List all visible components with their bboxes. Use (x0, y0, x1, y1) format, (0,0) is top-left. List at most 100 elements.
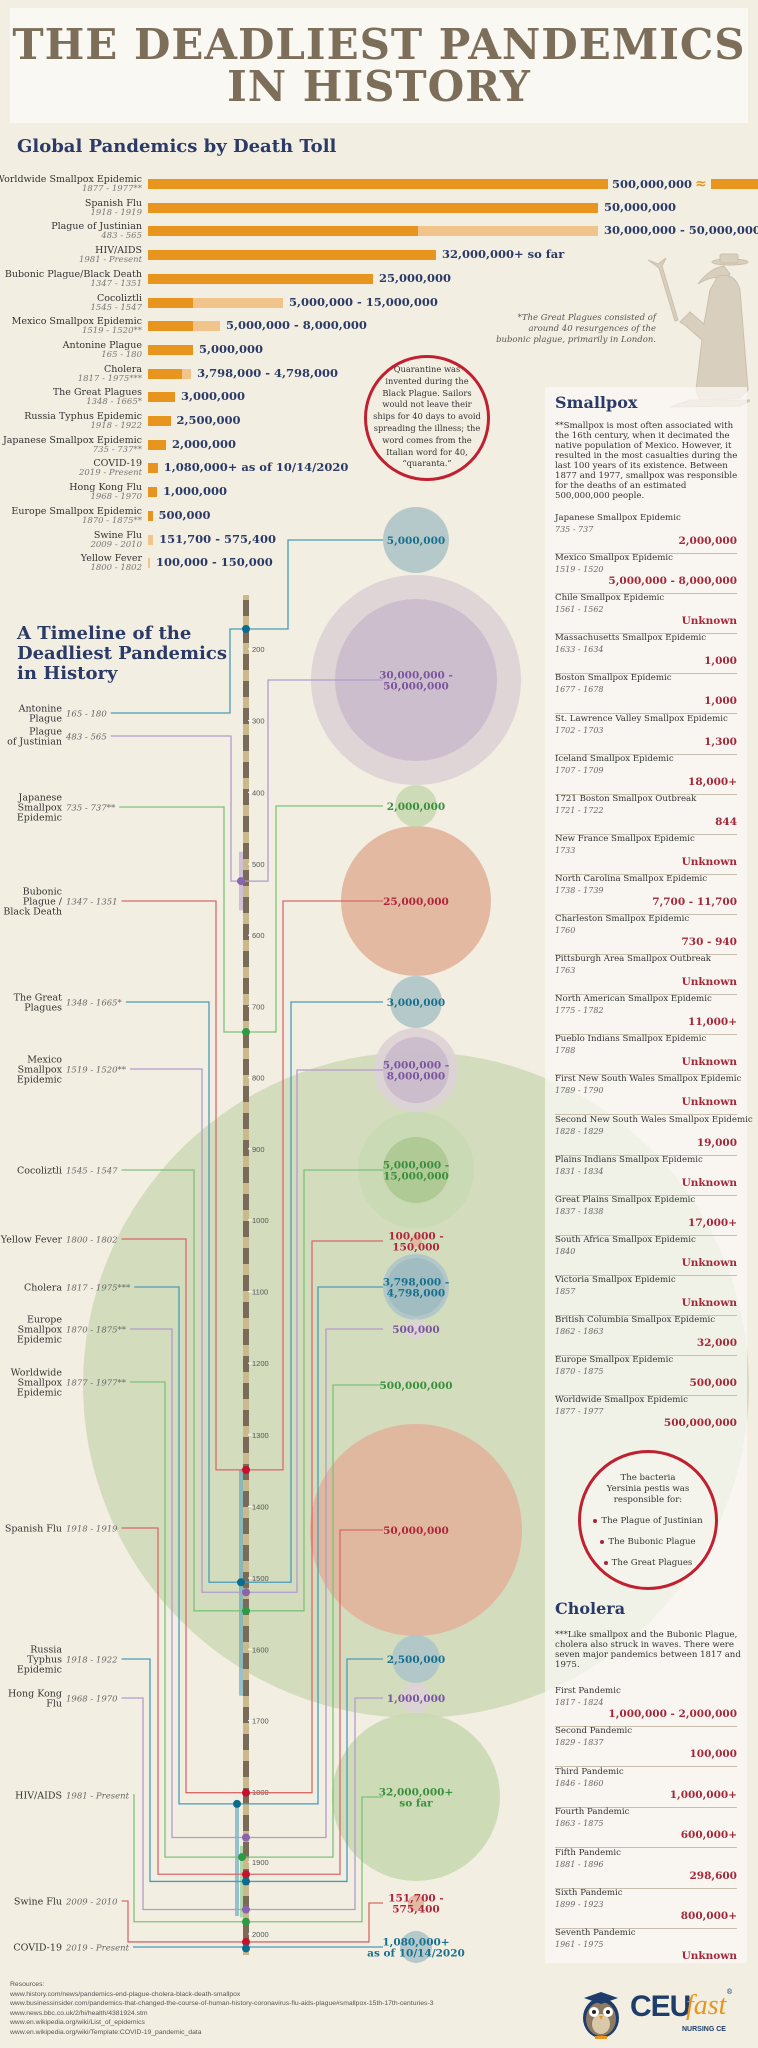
timeline-axis-dash (243, 1140, 249, 1156)
smallpox-heading: Smallpox (555, 393, 638, 412)
cholera-item-deaths: Unknown (681, 1950, 737, 1963)
smallpox-item-dates: 1840 (555, 1246, 576, 1256)
resource-link[interactable]: www.businessinsider.com/pandemics-that-c… (10, 2000, 434, 2008)
bubble-16 (400, 1931, 432, 1963)
timeline-dot-4 (237, 1578, 245, 1587)
smallpox-item: New France Smallpox Epidemic 1733 Unknown (555, 834, 737, 875)
bar-row: Swine Flu 2009 - 2010 151,700 - 575,400 (0, 530, 758, 552)
smallpox-item: Second New South Wales Smallpox Epidemic… (555, 1115, 753, 1156)
page-title-line-2: IN HISTORY (227, 62, 531, 111)
timeline-axis-dash (243, 1707, 249, 1723)
timeline-item-dates: 2009 - 2010 (65, 1898, 118, 1908)
bar-dates: 1519 - 1520** (81, 326, 142, 337)
bar-label: Swine Flu (93, 529, 142, 541)
callout-line: Black Plague. Sailors (382, 387, 472, 398)
smallpox-item-dates: 1760 (555, 926, 576, 935)
bubble-value-label: 500,000 (392, 1324, 440, 1336)
bar-label: Mexico Smallpox Epidemic (11, 316, 142, 328)
axis-tick-label: 1900 (252, 1858, 269, 1867)
timeline-item-name: Black Death (3, 907, 62, 918)
bar-value: 500,000,000 ≈ (608, 176, 711, 192)
bubble-9 (406, 1319, 426, 1339)
timeline-item-name: Mexico (27, 1055, 62, 1066)
smallpox-item-deaths: 730 - 940 (681, 936, 737, 948)
timeline-title-line: in History (17, 663, 118, 684)
bar-row: Mexico Smallpox Epidemic 1519 - 1520** 5,0… (0, 316, 758, 338)
smallpox-item: Pueblo Indians Smallpox Epidemic 1788 Unkn… (555, 1034, 737, 1076)
bubble-value-label: 5,000,000 - (383, 1060, 449, 1072)
bar-row: Cocoliztli 1545 - 1547 5,000,000 - 15,000,… (0, 293, 758, 315)
axis-tick (248, 1791, 252, 1793)
bubble-value-label: 8,000,000 (387, 1071, 445, 1083)
resource-link[interactable]: www.en.wikipedia.org/wiki/List_of_epidem… (10, 2019, 145, 2027)
smallpox-item-deaths: 500,000 (689, 1377, 738, 1390)
smallpox-item-dates: 1870 - 1875 (555, 1367, 604, 1377)
timeline-item-name: Spanish Flu (5, 1524, 62, 1535)
axis-tick-label: 900 (252, 1145, 265, 1154)
timeline-axis-dash (243, 978, 249, 994)
bacteria-intro-line: Yersinia pestis was (606, 1484, 690, 1494)
smallpox-item-dates: 1837 - 1838 (555, 1206, 604, 1216)
cholera-item-name: Third Pandemic (555, 1766, 624, 1777)
timeline-axis-dash (243, 1005, 249, 1021)
bullet-icon (600, 1539, 605, 1544)
timeline-axis-dash (243, 1248, 249, 1264)
timeline-axis-dash (243, 1086, 249, 1102)
timeline-axis-dash (243, 708, 249, 724)
cholera-item-name: Second Pandemic (555, 1726, 633, 1737)
timeline-axis-dash (243, 1572, 249, 1588)
axis-tick (248, 1648, 252, 1650)
resource-link[interactable]: www.en.wikipedia.org/wiki/Template:COVID… (10, 2028, 202, 2036)
axis-tick (248, 1219, 252, 1221)
axis-tick-label: 2000 (252, 1930, 269, 1939)
timeline-item-name: Plagues (24, 1003, 62, 1014)
quarantine-callout: Quarantine was invented during the Black… (364, 355, 490, 481)
timeline-dot-1 (237, 877, 245, 886)
axis-tick (248, 1434, 252, 1436)
bar-label: Yellow Fever (80, 553, 142, 565)
timeline-axis-dash (243, 1356, 249, 1372)
bar-label: Bubonic Plague/Black Death (4, 268, 142, 280)
bar-label: Antonine Plague (62, 339, 142, 351)
cholera-item-name: First Pandemic (555, 1686, 621, 1696)
timeline-axis-dash (243, 1680, 249, 1696)
smallpox-description: **Smallpox is most often associated with… (555, 421, 738, 501)
timeline-item-name: Swine Flu (14, 1897, 62, 1908)
bar-fill (148, 439, 166, 450)
smallpox-item-name: First New South Wales Smallpox Epidemic (555, 1074, 742, 1085)
cholera-item: Fourth Pandemic 1863 - 1875 600,000+ (555, 1807, 737, 1849)
smallpox-item-dates: 1738 - 1739 (555, 885, 604, 895)
axis-tick (248, 1362, 252, 1364)
smallpox-item: Victoria Smallpox Epidemic 1857 Unknown (555, 1275, 737, 1316)
timeline-item-name: The Great (14, 993, 63, 1004)
axis-tick-label: 1300 (252, 1431, 269, 1440)
bubble-value-label: 32,000,000+ (379, 1787, 454, 1799)
bar-value: 5,000,000 - 8,000,000 (226, 318, 367, 333)
resource-link[interactable]: www.history.com/news/pandemics-end-plagu… (10, 1990, 241, 1998)
cholera-item-dates: 1817 - 1824 (555, 1698, 604, 1707)
timeline-dot-16 (242, 1944, 250, 1953)
bar-value: 25,000,000 (379, 270, 452, 285)
smallpox-item-name: Pueblo Indians Smallpox Epidemic (555, 1034, 707, 1045)
axis-tick (248, 1148, 252, 1150)
cholera-item: Seventh Pandemic 1961 - 1975 Unknown (555, 1928, 737, 1968)
cholera-item-dates: 1829 - 1837 (555, 1738, 604, 1748)
smallpox-item: Charleston Smallpox Epidemic 1760 730 - 94… (555, 914, 737, 955)
bar-row: Hong Kong Flu 1968 - 1970 1,000,000 (0, 482, 758, 504)
bar-fill (148, 297, 193, 308)
timeline-axis-dash (243, 1626, 249, 1642)
timeline-axis-dash (243, 1653, 249, 1669)
bar-range-fill (148, 297, 283, 308)
timeline-axis-dash (243, 1437, 249, 1453)
resource-link[interactable]: www.news.bbc.co.uk/2/hi/health/4381924.s… (10, 2009, 148, 2017)
bubble-value-label: 50,000,000 (383, 681, 449, 693)
owl-icon (583, 1992, 619, 2039)
bar-dates: 1870 - 1875** (81, 515, 142, 526)
smallpox-item-deaths: Unknown (681, 1176, 737, 1189)
smallpox-item-name: New France Smallpox Epidemic (555, 833, 695, 844)
smallpox-item-deaths: 844 (715, 815, 737, 828)
smallpox-item-name: St. Lawrence Valley Smallpox Epidemic (555, 713, 728, 724)
bar-label: The Great Plagues (52, 387, 142, 399)
callout-line: invented during the (385, 375, 469, 386)
